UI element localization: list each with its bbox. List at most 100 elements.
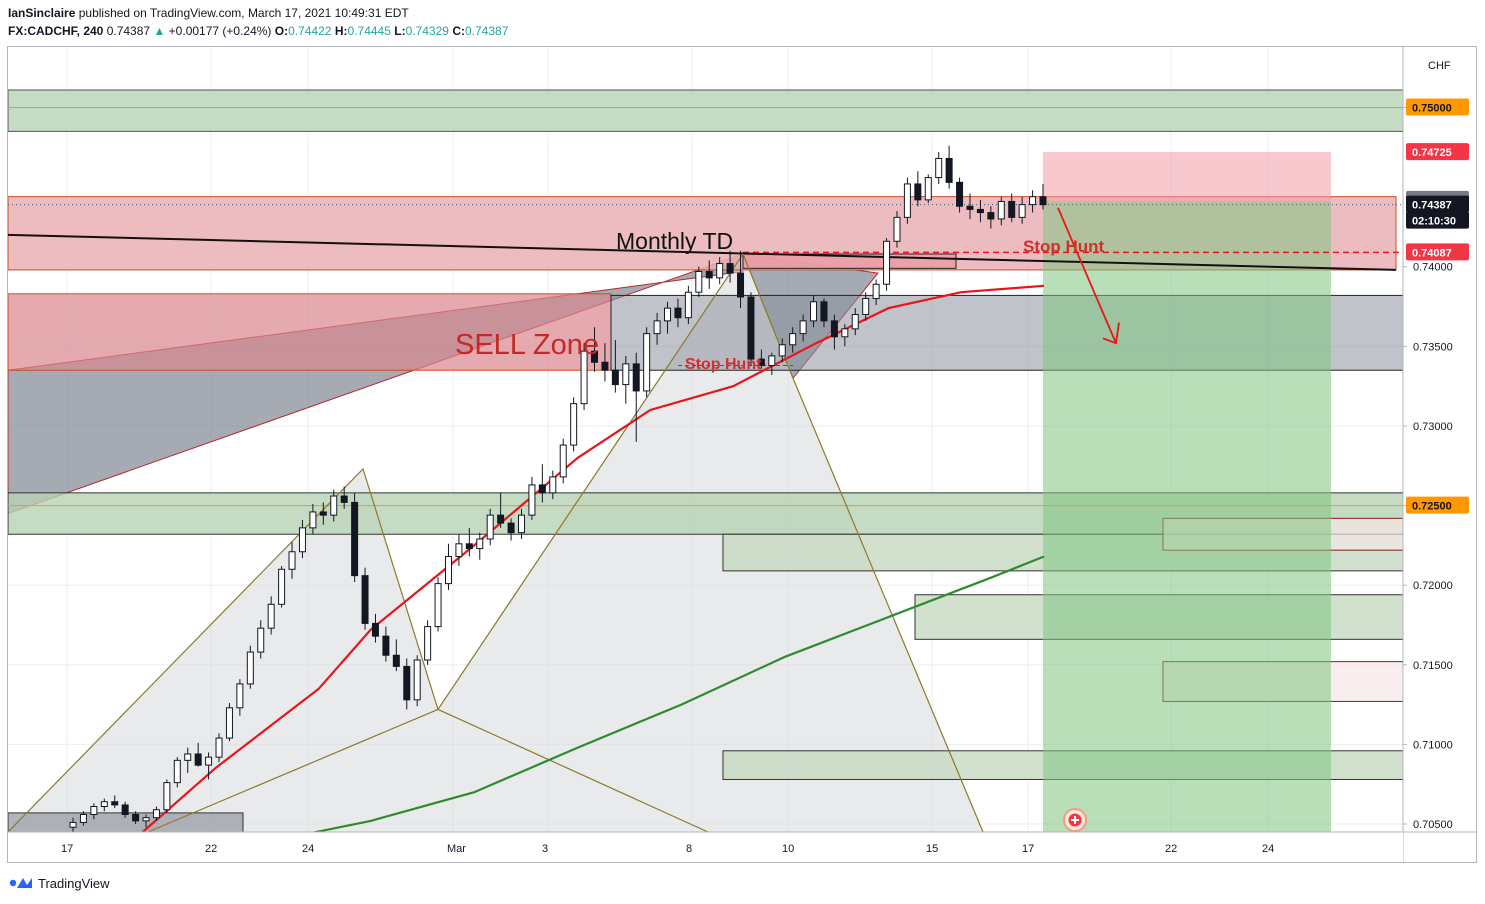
candle-body xyxy=(914,183,922,201)
candle-body xyxy=(674,307,682,319)
candle-body xyxy=(591,350,599,363)
candle-body xyxy=(298,527,306,553)
stop-hunt-label-right: Stop Hunt xyxy=(1023,237,1105,256)
candle-body xyxy=(257,627,265,653)
x-tick-label: 3 xyxy=(542,843,548,855)
candle-body xyxy=(236,683,244,709)
candle-body xyxy=(768,355,776,366)
candle-body xyxy=(747,296,755,360)
candle-body xyxy=(351,501,359,577)
candle-body xyxy=(246,651,254,685)
candle-body xyxy=(497,514,505,524)
y-tick-label: 0.73000 xyxy=(1413,421,1453,433)
candle-body xyxy=(903,183,911,218)
candle-body xyxy=(935,157,943,179)
published-text: published on TradingView.com, March 17, … xyxy=(78,6,409,20)
candle-body xyxy=(90,806,98,815)
zigzag-drop xyxy=(742,253,984,833)
x-tick-label: 15 xyxy=(926,843,938,855)
currency-label: CHF xyxy=(1428,60,1451,72)
high-label: H: xyxy=(334,24,348,38)
price-tag-label: 0.74725 xyxy=(1412,147,1452,159)
zigzag-main xyxy=(8,253,744,833)
moving-average-red xyxy=(141,284,1045,833)
y-tick-label: 0.71000 xyxy=(1413,739,1453,751)
x-tick-label: 22 xyxy=(1165,843,1177,855)
candle-body xyxy=(111,801,119,806)
author-name[interactable]: IanSinclaire xyxy=(8,6,76,20)
candle-body xyxy=(799,320,807,335)
candle-body xyxy=(684,291,692,319)
price-tag xyxy=(1406,496,1469,514)
price-tag-label: 0.72500 xyxy=(1412,501,1452,513)
x-tick-label: 24 xyxy=(1262,843,1274,855)
candle-body xyxy=(716,263,724,279)
candle-body xyxy=(413,659,421,701)
candle-body xyxy=(883,240,891,285)
candle-body xyxy=(194,753,202,766)
price-tag xyxy=(1406,98,1469,116)
candle-body xyxy=(956,181,964,207)
time-axis[interactable] xyxy=(8,832,1403,862)
candle-body xyxy=(330,495,338,516)
y-tick-label: 0.71500 xyxy=(1413,660,1453,672)
candle-body xyxy=(726,263,734,274)
candle-body xyxy=(830,320,838,338)
price-tag xyxy=(1406,143,1469,161)
candle-body xyxy=(215,737,223,758)
candle-body xyxy=(976,208,984,214)
chart-area[interactable]: Monthly TD SELL Zone Stop Hunt Stop Hunt CHF… xyxy=(7,46,1477,863)
price-tag-label: 0.75000 xyxy=(1412,103,1452,115)
price-tag xyxy=(1406,211,1469,229)
candle-body xyxy=(173,759,181,784)
symbol-name[interactable]: FX:CADCHF, 240 xyxy=(8,24,104,38)
candle-body xyxy=(851,314,859,330)
low-label: L: xyxy=(394,24,406,38)
candle-body xyxy=(309,511,317,529)
candle-body xyxy=(622,363,630,386)
last-price: 0.74387 xyxy=(106,24,151,38)
candle-body xyxy=(340,495,348,503)
publish-line: IanSinclaire published on TradingView.co… xyxy=(8,6,409,20)
candle-body xyxy=(653,320,661,335)
projection-arrow-shaft xyxy=(1057,207,1117,344)
candle-body xyxy=(225,707,233,739)
price-chart[interactable]: Monthly TD SELL Zone Stop Hunt Stop Hunt CHF… xyxy=(8,47,1476,862)
price-change: +0.00177 (+0.24%) xyxy=(168,24,272,38)
x-tick-label: 17 xyxy=(61,843,73,855)
sell-zone-box xyxy=(8,293,612,371)
symbol-legend: FX:CADCHF, 240 0.74387 ▲ +0.00177 (+0.24… xyxy=(8,24,508,38)
candle-body xyxy=(392,654,400,667)
short-stop-area xyxy=(1043,152,1331,202)
brand-name[interactable]: TradingView xyxy=(38,875,110,891)
x-tick-label: 10 xyxy=(782,843,794,855)
zigzag-lower xyxy=(147,708,709,833)
pattern-shade xyxy=(8,253,983,832)
candle-body xyxy=(100,801,108,808)
candle-body xyxy=(841,328,849,338)
candle-body xyxy=(434,583,442,628)
candle-body xyxy=(643,333,651,392)
candle-body xyxy=(163,782,171,811)
price-axis[interactable] xyxy=(1403,47,1476,862)
candle-body xyxy=(549,476,557,494)
candle-body xyxy=(987,212,995,220)
green-zone-075 xyxy=(8,89,1404,132)
candle-body xyxy=(966,205,974,210)
candle-body xyxy=(69,821,77,828)
tradingview-logo-icon[interactable] xyxy=(8,875,34,891)
monthly-td-label: Monthly TD xyxy=(616,228,733,254)
candle-body xyxy=(664,307,672,322)
candle-body xyxy=(476,538,484,550)
moving-average-green xyxy=(308,555,1045,835)
candle-body xyxy=(278,568,286,605)
footer: TradingView xyxy=(8,875,110,891)
candle-body xyxy=(924,177,932,201)
candle-body xyxy=(184,753,192,761)
candle-body xyxy=(695,271,703,293)
candle-body xyxy=(371,622,379,637)
candle-body xyxy=(820,301,828,322)
low-value: 0.74329 xyxy=(405,24,449,38)
candle-body xyxy=(205,756,213,766)
candle-body xyxy=(872,283,880,300)
